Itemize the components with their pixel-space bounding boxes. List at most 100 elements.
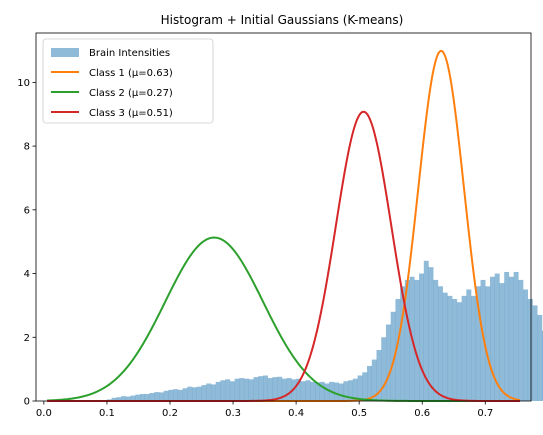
x-tick-label: 0.7 (477, 408, 493, 419)
histogram-bar (490, 276, 495, 401)
histogram-bar (229, 381, 235, 401)
histogram-bar (154, 392, 160, 401)
histogram-bar (324, 383, 330, 401)
histogram-bar (111, 397, 117, 401)
histogram-bar (177, 389, 183, 401)
histogram-bar (234, 378, 240, 401)
histogram-bar (447, 295, 453, 401)
histogram-bar (404, 279, 410, 401)
y-tick-label: 6 (24, 205, 30, 216)
histogram-bar (333, 382, 339, 401)
histogram-bar (494, 273, 500, 401)
histogram-bar (532, 305, 538, 401)
histogram-bar (286, 378, 292, 401)
legend-label: Class 1 (μ=0.63) (89, 68, 173, 79)
histogram-bar (263, 375, 268, 401)
histogram-bar (244, 378, 250, 401)
histogram-bar (504, 271, 510, 401)
histogram-bar (518, 279, 524, 401)
histogram-bar (371, 359, 377, 401)
histogram-bar (480, 279, 486, 401)
histogram-bar (433, 279, 439, 401)
histogram-bar (390, 311, 396, 401)
histogram-bar (442, 292, 448, 401)
histogram-bar (253, 377, 259, 401)
histogram-bar (248, 379, 254, 401)
histogram-bar (466, 289, 472, 401)
legend-label: Class 3 (μ=0.51) (89, 108, 173, 119)
histogram-bar (310, 381, 316, 401)
histogram-bar (158, 392, 164, 401)
histogram-bar (475, 286, 481, 401)
histogram-bar (196, 386, 202, 401)
legend-label: Brain Intensities (89, 48, 170, 59)
histogram-bar (452, 299, 458, 401)
x-tick-label: 0.2 (162, 408, 178, 419)
histogram-bar (508, 276, 514, 401)
histogram-bar (267, 378, 273, 401)
histogram-bar (187, 386, 193, 401)
histogram-bar (281, 378, 287, 401)
histogram-bar (163, 390, 169, 401)
histogram-bar (135, 394, 141, 401)
histogram-bar (357, 375, 363, 401)
histogram-bar (182, 388, 188, 401)
y-tick-label: 0 (24, 397, 30, 408)
histogram-bar (461, 295, 467, 401)
histogram-bar (305, 380, 311, 401)
histogram-bar (149, 393, 155, 401)
histogram-bar (348, 380, 354, 401)
histogram-bar (352, 378, 358, 401)
histogram-bar (513, 271, 519, 401)
x-tick-label: 0.5 (351, 408, 367, 419)
histogram-bar (210, 384, 216, 401)
histogram-bar (428, 267, 434, 401)
histogram-bar (116, 397, 122, 401)
histogram-bar (523, 289, 529, 401)
histogram-bar (220, 380, 226, 401)
histogram-bar (471, 295, 477, 401)
histogram-bar (296, 378, 302, 401)
histogram-bar (499, 283, 505, 401)
histogram-bar (272, 377, 278, 401)
histogram-bar (215, 381, 221, 401)
histogram-bar (125, 396, 131, 401)
histogram-bar (319, 381, 325, 401)
histogram-bar (300, 381, 306, 401)
histogram-bar (206, 383, 212, 401)
histogram-bar (130, 395, 136, 401)
histogram-bar (258, 376, 264, 401)
histogram-bar (367, 365, 372, 401)
histogram-bar (381, 337, 387, 401)
x-tick-label: 0.1 (99, 408, 115, 419)
y-tick-label: 4 (24, 269, 30, 280)
histogram-bar (338, 383, 344, 401)
histogram-bar (527, 299, 533, 401)
histogram-bar (423, 260, 429, 401)
y-tick-label: 2 (24, 333, 30, 344)
legend-box (42, 38, 214, 124)
histogram-bar (277, 376, 283, 401)
histogram-bar (144, 393, 150, 401)
y-tick-label: 8 (24, 142, 30, 153)
x-tick-label: 0.6 (414, 408, 430, 419)
histogram-bar (225, 379, 231, 401)
histogram-bar (414, 279, 420, 401)
histogram-bar (201, 385, 207, 401)
histogram-bar (140, 393, 145, 401)
x-tick-label: 0.3 (225, 408, 241, 419)
histogram-bar (121, 396, 127, 401)
histogram-bar (173, 389, 179, 401)
chart-title: Histogram + Initial Gaussians (K-means) (161, 13, 404, 27)
histogram-bar (385, 324, 391, 401)
x-tick-label: 0.0 (36, 408, 52, 419)
axes-frame (35, 32, 532, 402)
legend-label: Class 2 (μ=0.27) (89, 88, 173, 99)
histogram-bar (485, 286, 491, 401)
y-tick-label: 10 (17, 78, 30, 89)
legend-swatch-histogram (51, 48, 79, 57)
histogram-bar (437, 286, 443, 401)
histogram-bar (239, 378, 245, 401)
histogram-bar (168, 389, 174, 401)
histogram-bar (395, 299, 401, 401)
